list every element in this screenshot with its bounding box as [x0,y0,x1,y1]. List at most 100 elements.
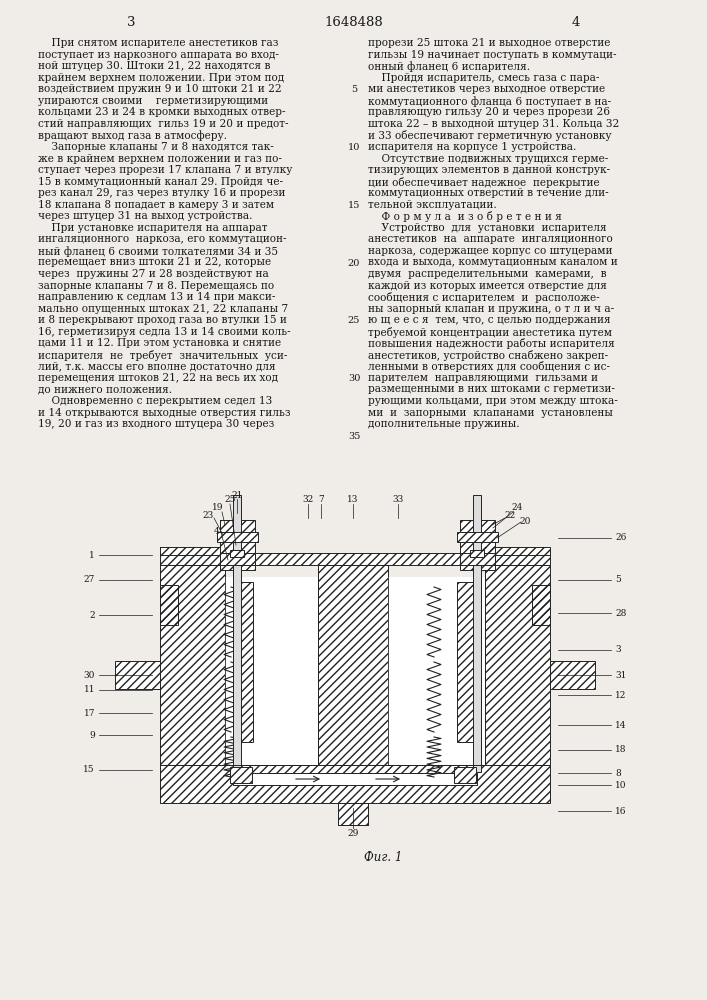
Text: 15 в коммутационный канал 29. Пройдя че-: 15 в коммутационный канал 29. Пройдя че- [38,177,283,187]
Text: 1: 1 [89,550,95,560]
Text: 9: 9 [89,730,95,740]
Text: 14: 14 [615,720,626,730]
Text: ленными в отверстиях для сообщения с ис-: ленными в отверстиях для сообщения с ис- [368,361,610,372]
Text: 20: 20 [348,259,360,268]
Bar [454,767,476,783]
Bar [550,661,595,689]
Text: рующими кольцами, при этом между штока-: рующими кольцами, при этом между штока- [368,396,618,406]
Bar [457,532,498,542]
Bar [217,532,258,542]
Text: 32: 32 [303,495,314,504]
Text: 10: 10 [348,143,360,152]
Bar [470,550,484,557]
Bar [454,767,476,783]
Bar [318,565,388,765]
Text: ный фланец 6 своими толкателями 34 и 35: ный фланец 6 своими толкателями 34 и 35 [38,246,278,257]
Bar [160,553,550,565]
Text: Пройдя испаритель, смесь газа с пара-: Пройдя испаритель, смесь газа с пара- [368,73,600,83]
Text: 15: 15 [348,201,360,210]
Text: мально опущенных штоках 21, 22 клапаны 7: мально опущенных штоках 21, 22 клапаны 7 [38,304,288,314]
Bar [115,661,160,689]
Text: упираются своими    герметизирующими: упираются своими герметизирующими [38,96,268,106]
Bar [485,565,550,765]
Text: При установке испарителя на аппарат: При установке испарителя на аппарат [38,223,267,233]
Bar [115,661,160,689]
Text: 25: 25 [348,316,360,325]
Text: анестетиков  на  аппарате  ингаляционного: анестетиков на аппарате ингаляционного [368,234,613,244]
Bar [160,547,230,555]
Text: штока 22 – в выходной штуцер 31. Кольца 32: штока 22 – в выходной штуцер 31. Кольца … [368,119,619,129]
Text: 18: 18 [615,746,626,754]
Text: 25: 25 [224,495,235,504]
Bar [460,553,495,565]
Text: поступает из наркозного аппарата во вход-: поступает из наркозного аппарата во вход… [38,50,279,60]
Text: ной штуцер 30. Штоки 21, 22 находятся в: ной штуцер 30. Штоки 21, 22 находятся в [38,61,271,71]
Bar [480,547,550,555]
Text: ингаляционного  наркоза, его коммутацион-: ингаляционного наркоза, его коммутацион- [38,234,286,244]
Text: ю щ е е с я  тем, что, с целью поддержания: ю щ е е с я тем, что, с целью поддержани… [368,315,611,325]
Text: 30: 30 [83,670,95,680]
Text: тельной эксплуатации.: тельной эксплуатации. [368,200,497,210]
Text: 23: 23 [202,510,214,520]
Text: рез канал 29, газ через втулку 16 и прорези: рез канал 29, газ через втулку 16 и прор… [38,188,286,198]
Text: 4: 4 [214,528,220,536]
Bar [457,582,477,742]
Text: 2: 2 [89,610,95,619]
Text: перемещения штоков 21, 22 на весь их ход: перемещения штоков 21, 22 на весь их ход [38,373,278,383]
Text: 33: 33 [392,495,404,504]
Bar [220,553,255,565]
Text: прорези 25 штока 21 и выходное отверстие: прорези 25 штока 21 и выходное отверстие [368,38,610,48]
Text: коммутационного фланца 6 поступает в на-: коммутационного фланца 6 поступает в на- [368,96,611,107]
Text: сообщения с испарителем  и  расположе-: сообщения с испарителем и расположе- [368,292,600,303]
Text: 13: 13 [347,495,358,504]
Text: цами 11 и 12. При этом установка и снятие: цами 11 и 12. При этом установка и сняти… [38,338,281,348]
Text: и 14 открываются выходные отверстия гильз: и 14 открываются выходные отверстия гиль… [38,408,291,418]
Text: 19, 20 и газ из входного штуцера 30 через: 19, 20 и газ из входного штуцера 30 чере… [38,419,274,429]
Bar [485,565,550,765]
Bar [230,767,252,783]
Text: ступает через прорези 17 клапана 7 и втулку: ступает через прорези 17 клапана 7 и вту… [38,165,293,175]
Text: 5: 5 [615,576,621,584]
Bar [220,520,255,570]
Bar [230,550,244,557]
Text: ми  и  запорными  клапанами  установлены: ми и запорными клапанами установлены [368,408,613,418]
Text: испарителя  не  требует  значительных  уси-: испарителя не требует значительных уси- [38,350,287,361]
Text: Одновременно с перекрытием седел 13: Одновременно с перекрытием седел 13 [38,396,272,406]
Text: онный фланец 6 испарителя.: онный фланец 6 испарителя. [368,61,530,72]
Text: испарителя на корпусе 1 устройства.: испарителя на корпусе 1 устройства. [368,142,576,152]
Bar [160,765,550,803]
Text: 18 клапана 8 попадает в камеру 3 и затем: 18 клапана 8 попадает в камеру 3 и затем [38,200,274,210]
Text: анестетиков, устройство снабжено закреп-: анестетиков, устройство снабжено закреп- [368,350,608,361]
Text: 22: 22 [504,510,515,520]
Bar [217,532,258,542]
Text: 4: 4 [572,16,580,29]
Bar [532,585,550,625]
Bar [160,765,550,803]
Bar [233,582,253,742]
Bar [457,582,477,742]
Text: повышения надежности работы испарителя: повышения надежности работы испарителя [368,338,615,349]
Text: 24: 24 [511,504,522,512]
Text: наркоза, содержащее корпус со штуцерами: наркоза, содержащее корпус со штуцерами [368,246,612,256]
Bar [460,520,495,570]
Bar [480,547,550,555]
Text: 8: 8 [615,768,621,778]
Text: парителем  направляющими  гильзами и: парителем направляющими гильзами и [368,373,598,383]
Bar [220,553,255,565]
Bar [160,553,550,565]
Text: 35: 35 [348,432,360,441]
Text: 3: 3 [615,646,621,654]
Bar [473,495,481,772]
Text: Отсутствие подвижных трущихся герме-: Отсутствие подвижных трущихся герме- [368,153,608,163]
Text: Запорные клапаны 7 и 8 находятся так-: Запорные клапаны 7 и 8 находятся так- [38,142,274,152]
Text: двумя  распределительными  камерами,  в: двумя распределительными камерами, в [368,269,607,279]
Text: 7: 7 [318,495,324,504]
Text: и 33 обеспечивают герметичную установку: и 33 обеспечивают герметичную установку [368,130,612,141]
Bar [532,585,550,625]
Text: правляющую гильзу 20 и через прорези 26: правляющую гильзу 20 и через прорези 26 [368,107,610,117]
Bar [233,495,241,772]
Text: Устройство  для  установки  испарителя: Устройство для установки испарителя [368,223,607,233]
Text: перемещает вниз штоки 21 и 22, которые: перемещает вниз штоки 21 и 22, которые [38,257,271,267]
Bar [220,520,255,570]
Text: гильзы 19 начинает поступать в коммутаци-: гильзы 19 начинает поступать в коммутаци… [368,50,617,60]
